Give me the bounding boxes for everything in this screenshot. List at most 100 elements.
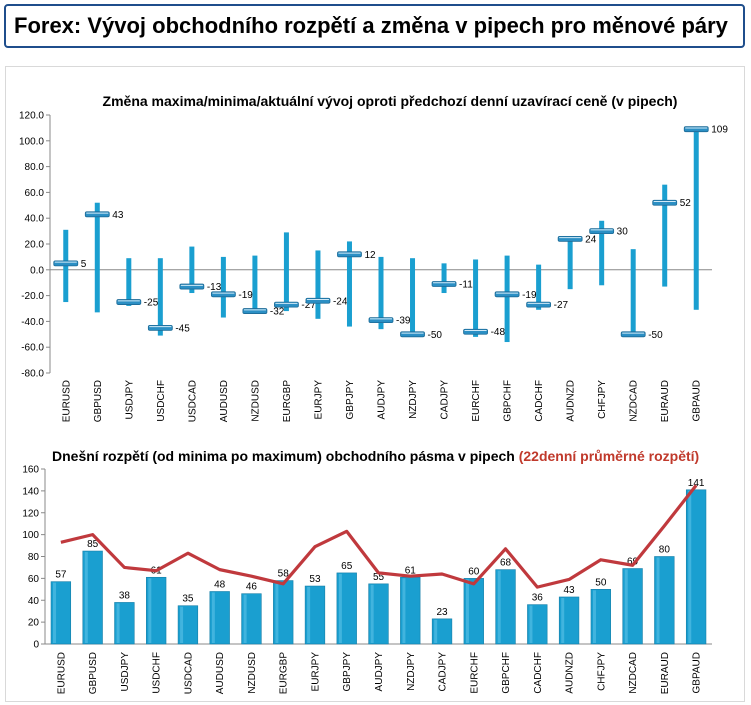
chart1-x-tick-label: USDJPY [124,380,135,420]
chart1-current-marker [463,328,488,335]
chart1-current-marker [84,211,110,218]
chart2-data-label: 43 [564,585,576,596]
chart2-x-tick-label: GBPAUD [692,652,703,694]
chart1-data-label: -13 [207,282,222,293]
chart1-y-tick-label: -40.0 [21,317,44,328]
chart1-range-bar [693,129,699,310]
chart2-y-tick-label: 0 [33,640,39,651]
chart1-range-bar [220,256,226,318]
chart1-y-tick-label: 80.0 [25,162,45,173]
chart1-y-tick-label: -80.0 [21,369,44,380]
chart1-current-marker [589,228,615,235]
chart2-bar-highlight [338,573,342,643]
chart1-data-label: -25 [144,298,159,309]
chart2-x-tick-label: GBPUSD [88,652,99,694]
chart2-data-label: 141 [688,478,705,489]
chart2-bar-highlight [180,606,184,643]
chart2-bar-highlight [148,578,152,643]
chart1-data-label: -50 [648,330,663,341]
chart2-bar-highlight [53,582,57,643]
chart1-x-tick-label: EURJPY [313,380,324,420]
chart1-range-bar [599,220,605,286]
chart1-x-tick-label: USDCHF [156,380,167,422]
chart2-data-label: 57 [55,570,67,581]
chart1-data-label: -32 [270,307,285,318]
chart1-current-marker [53,260,79,267]
chart1-x-tick-label: NZDUSD [250,380,261,422]
chart2-data-label: 69 [627,557,639,568]
chart1-data-label: -24 [333,296,348,307]
chart2-x-tick-label: EURUSD [56,652,67,694]
chart1-data-label: -27 [554,300,569,311]
chart2-data-label: 38 [119,590,131,601]
chart2-x-tick-label: EURGBP [279,652,290,695]
chart1-current-marker [305,297,331,304]
chart2-bar-highlight [434,619,438,643]
chart1-x-tick-label: EURUSD [61,380,72,422]
chart1-data-label: -19 [522,290,537,301]
chart1-range-bar [94,202,100,313]
chart1-range-bar [630,249,636,336]
chart1-x-tick-label: AUDUSD [219,380,230,422]
chart1-data-label: -11 [459,279,473,290]
chart1-x-tick-label: GBPCHF [503,380,514,422]
page-title: Forex: Vývoj obchodního rozpětí a změna … [14,13,728,38]
chart1-current-marker [368,317,394,324]
chart1-current-marker [242,308,268,314]
chart2-x-tick-label: CHFJPY [596,652,607,691]
chart1-current-marker [652,199,678,206]
chart2-x-tick-label: USDCHF [152,652,163,694]
chart2-y-tick-label: 120 [22,508,39,519]
chart2-x-tick-label: NZDUSD [247,652,258,694]
chart1-current-marker [274,301,299,308]
chart2-x-tick-label: EURAUD [660,652,671,694]
chart2-x-tick-label: AUDUSD [215,652,226,694]
chart1-data-label: -50 [428,330,443,341]
chart1-range-bar [504,255,510,343]
chart2-x-tick-label: USDCAD [183,652,194,694]
chart2-title: Dnešní rozpětí (od minima po maximum) ob… [52,448,699,464]
chart1-data-label: 5 [81,259,87,270]
chart2-x-tick-label: AUDJPY [374,652,385,692]
chart1-x-tick-label: GBPUSD [93,380,104,422]
chart1-range-bar [567,237,573,290]
chart1-current-marker [116,299,142,305]
chart1-data-label: -27 [301,300,316,311]
chart2-bar-highlight [116,603,120,643]
chart1-y-tick-label: -60.0 [21,343,44,354]
chart1-range-bar [346,241,352,327]
chart1-range-bar [410,258,416,336]
chart1-data-label: 24 [585,234,597,245]
chart1-y-tick-label: 120.0 [19,111,44,122]
chart1-current-marker [683,126,709,133]
chart2-data-label: 50 [595,577,607,588]
chart2-data-label: 85 [87,539,99,550]
chart1-y-tick-label: 100.0 [19,136,44,147]
chart1-x-tick-label: EURGBP [282,380,293,423]
chart2-bar-highlight [561,597,565,643]
chart2-bar-highlight [84,552,88,643]
chart2-data-label: 46 [246,582,258,593]
chart2-bar-highlight [402,578,406,643]
chart2-x-tick-label: NZDCAD [628,652,639,694]
chart1-range-bar [662,184,668,287]
chart2-bar-highlight [275,581,279,643]
chart2-bar-highlight [370,584,374,643]
chart2-data-label: 35 [182,594,194,605]
chart1-y-tick-label: 40.0 [25,214,45,225]
chart2-data-label: 65 [341,561,353,572]
chart1-data-label: 109 [711,125,728,136]
chart2-bar-highlight [624,569,628,643]
chart2-x-tick-label: USDJPY [120,652,131,692]
chart1-range-bar [378,256,384,330]
chart2-bar-highlight [307,587,311,643]
chart2-bar-highlight [243,594,247,643]
chart1-x-tick-label: NZDCAD [629,380,640,422]
chart2-bar-highlight [465,579,469,643]
chart1-x-tick-label: EURCHF [471,380,482,422]
chart1-data-label: 52 [680,198,692,209]
chart2-bar-highlight [592,590,596,643]
chart1-current-marker [179,283,205,290]
chart1-range-bar [189,246,195,294]
